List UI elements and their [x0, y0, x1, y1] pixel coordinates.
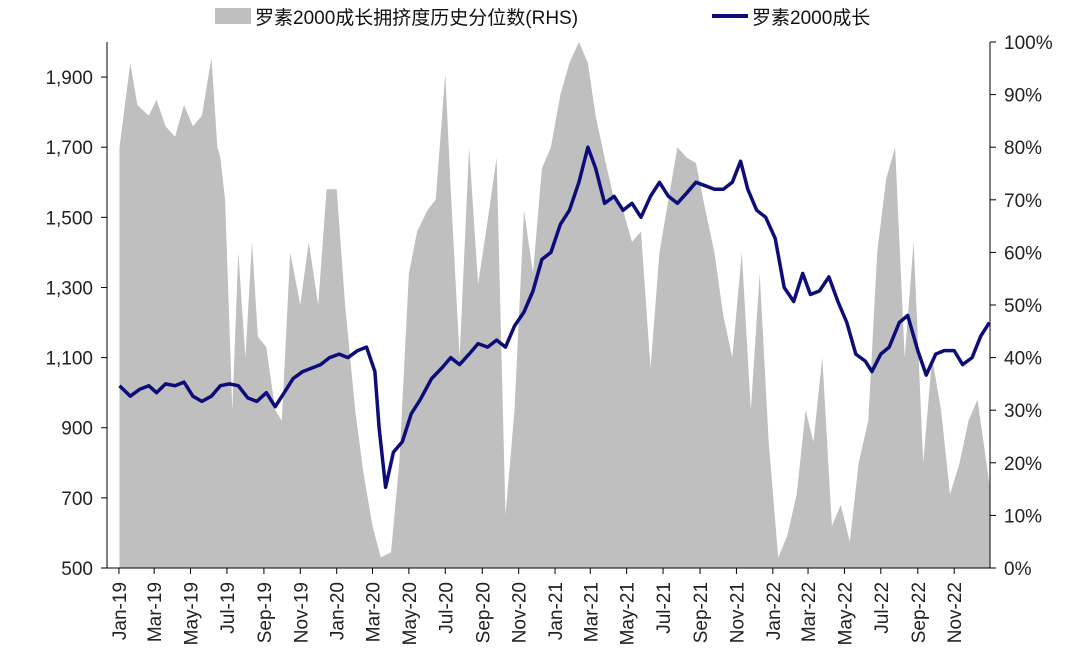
area-series-crowding-percentile	[119, 42, 990, 568]
x-tick-label: Jan-20	[328, 582, 349, 640]
x-tick-label: Sep-21	[691, 582, 712, 643]
left-tick-label: 500	[61, 559, 93, 580]
right-tick-label: 100%	[1004, 33, 1053, 54]
x-tick-label: Jul-19	[218, 582, 239, 634]
x-tick-label: Mar-21	[581, 582, 602, 642]
x-tick-label: Jan-22	[764, 582, 785, 640]
left-tick-label: 900	[61, 419, 93, 440]
x-tick-label: May-22	[835, 582, 856, 645]
x-tick-label: Sep-22	[909, 582, 930, 643]
right-tick-label: 80%	[1004, 138, 1042, 159]
legend-label-line: 罗素2000成长	[752, 7, 870, 29]
x-tick-label: Nov-19	[291, 582, 312, 643]
left-tick-label: 1,900	[45, 68, 93, 89]
x-tick-label: Nov-20	[510, 582, 531, 643]
legend: 罗素2000成长拥挤度历史分位数(RHS) 罗素2000成长	[215, 7, 870, 29]
left-tick-label: 700	[61, 489, 93, 510]
right-tick-label: 50%	[1004, 296, 1042, 317]
right-tick-label: 0%	[1004, 559, 1032, 580]
x-tick-label: May-21	[618, 582, 639, 645]
x-tick-label: Jul-21	[654, 582, 675, 634]
right-tick-label: 10%	[1004, 506, 1042, 527]
x-tick-label: Mar-19	[145, 582, 166, 642]
left-tick-label: 1,300	[45, 278, 93, 299]
x-tick-label: Jan-21	[546, 582, 567, 640]
right-tick-label: 40%	[1004, 349, 1042, 370]
legend-label-area: 罗素2000成长拥挤度历史分位数(RHS)	[255, 7, 578, 29]
x-tick-label: Jan-19	[110, 582, 131, 640]
right-tick-label: 90%	[1004, 86, 1042, 107]
legend-swatch-area	[215, 8, 251, 24]
x-tick-label: Mar-22	[799, 582, 820, 642]
left-tick-label: 1,500	[45, 208, 93, 229]
x-tick-label: Nov-21	[727, 582, 748, 643]
left-tick-label: 1,100	[45, 349, 93, 370]
plot-area	[118, 42, 991, 568]
line-series-russell2000-growth	[118, 145, 991, 490]
x-tick-label: Nov-22	[945, 582, 966, 643]
x-tick-label: Jul-20	[436, 582, 457, 634]
x-tick-label: Sep-20	[473, 582, 494, 643]
x-tick-label: May-20	[400, 582, 421, 645]
right-tick-label: 60%	[1004, 243, 1042, 264]
x-tick-label: Mar-20	[364, 582, 385, 642]
x-tick-label: Jul-22	[872, 582, 893, 634]
right-tick-label: 20%	[1004, 454, 1042, 475]
left-tick-label: 1,700	[45, 138, 93, 159]
x-tick-label: May-19	[182, 582, 203, 645]
x-tick-label: Sep-19	[255, 582, 276, 643]
right-tick-label: 30%	[1004, 401, 1042, 422]
right-tick-label: 70%	[1004, 191, 1042, 212]
axes: 500 700 900 1,100 1,300 1,500 1,700 1,900 0% 10% 2…	[45, 33, 1052, 645]
